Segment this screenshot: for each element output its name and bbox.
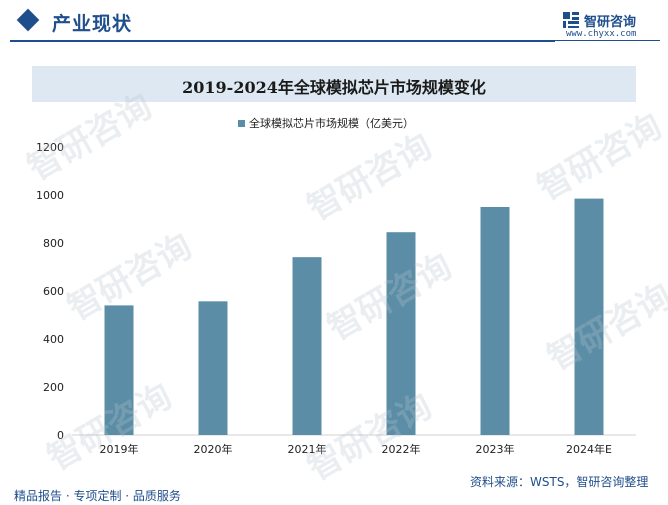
y-tick-label: 200 (43, 381, 64, 394)
header-divider-right (555, 40, 660, 41)
y-tick-label: 1000 (36, 189, 64, 202)
bar[interactable] (198, 301, 228, 435)
y-tick-label: 1200 (36, 141, 64, 154)
y-tick-label: 400 (43, 333, 64, 346)
brand-name: 智研咨询 (584, 15, 637, 30)
x-tick-label: 2019年 (100, 442, 139, 456)
x-tick-label: 2022年 (382, 442, 421, 456)
brand[interactable]: 智研咨询 www.chyxx.com (562, 7, 662, 39)
footer-tagline: 精品报告 · 专项定制 · 品质服务 (14, 489, 181, 503)
chart-legend: 全球模拟芯片市场规模（亿美元） (238, 115, 414, 131)
footer-source: 资料来源：WSTS，智研咨询整理 (470, 475, 649, 489)
x-tick-label: 2020年 (194, 442, 233, 456)
bar[interactable] (386, 232, 416, 435)
bar[interactable] (480, 207, 510, 435)
bar[interactable] (574, 198, 604, 435)
brand-logo-icon (563, 12, 579, 28)
y-tick-label: 600 (43, 285, 64, 298)
chart-title-band: 2019-2024年全球模拟芯片市场规模变化 (32, 66, 636, 102)
y-tick-label: 0 (57, 429, 64, 442)
header-divider (10, 40, 555, 42)
bar[interactable] (292, 257, 322, 435)
x-tick-label: 2024年E (566, 442, 612, 456)
legend-label: 全球模拟芯片市场规模（亿美元） (249, 117, 414, 130)
brand-url[interactable]: www.chyxx.com (566, 29, 637, 39)
header: 产业现状 智研咨询 www.chyxx.com (0, 0, 668, 46)
section-title: 产业现状 (52, 13, 133, 35)
x-tick-label: 2023年 (476, 442, 515, 456)
x-tick-label: 2021年 (288, 442, 327, 456)
chart-title: 2019-2024年全球模拟芯片市场规模变化 (182, 78, 486, 97)
legend-swatch (238, 119, 245, 127)
footer: 精品报告 · 专项定制 · 品质服务 资料来源：WSTS，智研咨询整理 (0, 466, 668, 505)
bar[interactable] (104, 305, 134, 435)
y-tick-label: 800 (43, 237, 64, 250)
